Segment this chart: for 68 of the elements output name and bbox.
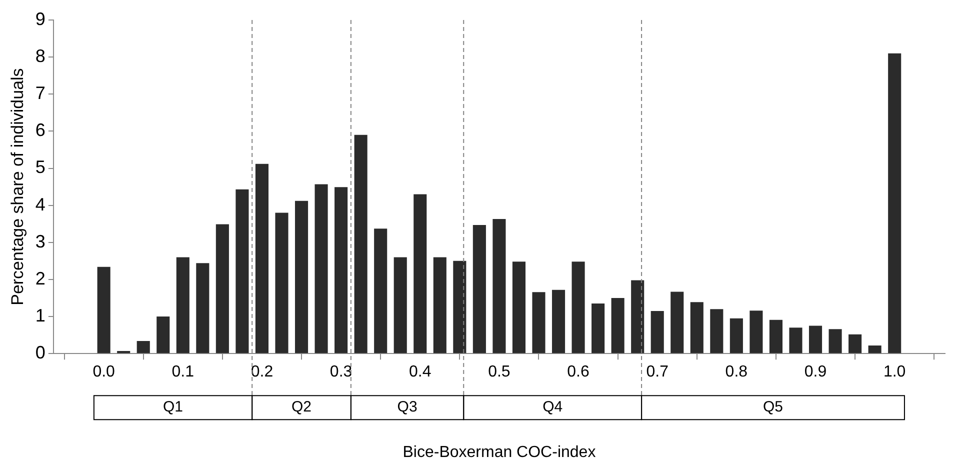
x-tick-label: 0.1 xyxy=(172,364,194,381)
bar xyxy=(512,262,526,354)
y-tick-label: 4 xyxy=(35,194,46,214)
bar xyxy=(808,326,822,354)
bar xyxy=(156,316,170,354)
x-tick-label: 1.0 xyxy=(883,364,906,381)
bar xyxy=(670,292,684,354)
bar xyxy=(868,345,882,354)
bar xyxy=(374,228,388,354)
bar xyxy=(592,304,605,354)
bar xyxy=(414,194,427,354)
y-tick-label: 8 xyxy=(35,46,46,66)
bar xyxy=(828,329,842,354)
y-tick-label: 0 xyxy=(35,342,46,363)
y-tick-label: 6 xyxy=(35,120,46,140)
x-tick-label: 0.7 xyxy=(646,364,669,381)
x-tick-label: 0.2 xyxy=(250,364,274,381)
x-tick-label: 0.6 xyxy=(567,364,590,381)
bar xyxy=(97,266,110,354)
bar xyxy=(314,184,328,354)
y-tick-label: 3 xyxy=(35,231,46,252)
x-tick-label: 0.0 xyxy=(92,364,116,381)
bar xyxy=(472,224,486,354)
y-tick-label: 9 xyxy=(35,8,46,29)
bar xyxy=(789,328,802,354)
x-tick-label: 0.9 xyxy=(804,364,827,381)
text: Q4 xyxy=(542,398,563,416)
bar xyxy=(275,212,288,354)
x-tick-label: 0.5 xyxy=(488,364,510,381)
bar xyxy=(394,257,407,354)
bar xyxy=(354,134,368,354)
bar xyxy=(710,309,724,354)
x-tick-label: 0.4 xyxy=(409,364,432,381)
text: Q5 xyxy=(763,398,784,416)
y-tick-label: 5 xyxy=(35,157,46,178)
bar xyxy=(433,257,446,354)
bar xyxy=(690,302,704,354)
bar xyxy=(888,53,902,354)
bar xyxy=(196,263,210,354)
bar xyxy=(532,292,546,354)
bar xyxy=(650,310,664,354)
y-tick-label: 2 xyxy=(35,268,46,288)
bar xyxy=(492,219,506,354)
bar xyxy=(750,310,763,354)
text: Q3 xyxy=(397,398,418,416)
bar xyxy=(611,298,624,354)
bar xyxy=(136,341,150,354)
bar xyxy=(572,262,585,354)
bar xyxy=(255,164,268,354)
bar xyxy=(848,334,862,354)
text: Q1 xyxy=(163,398,184,416)
bar xyxy=(294,200,308,354)
bar xyxy=(769,320,782,354)
bar xyxy=(236,189,249,354)
bar xyxy=(730,318,743,354)
bar xyxy=(216,224,229,354)
bar xyxy=(176,257,190,354)
text: Q2 xyxy=(292,398,312,416)
y-tick-label: 7 xyxy=(35,83,46,104)
bar xyxy=(453,260,466,354)
y-tick-label: 1 xyxy=(35,306,46,326)
bar xyxy=(631,280,644,354)
bar xyxy=(552,290,566,354)
bar xyxy=(334,187,348,354)
x-tick-label: 0.3 xyxy=(330,364,352,381)
y-axis-title: Percentage share of individuals xyxy=(8,68,27,306)
x-tick-label: 0.8 xyxy=(725,364,748,381)
x-axis-title: Bice-Boxerman COC-index xyxy=(402,444,596,461)
